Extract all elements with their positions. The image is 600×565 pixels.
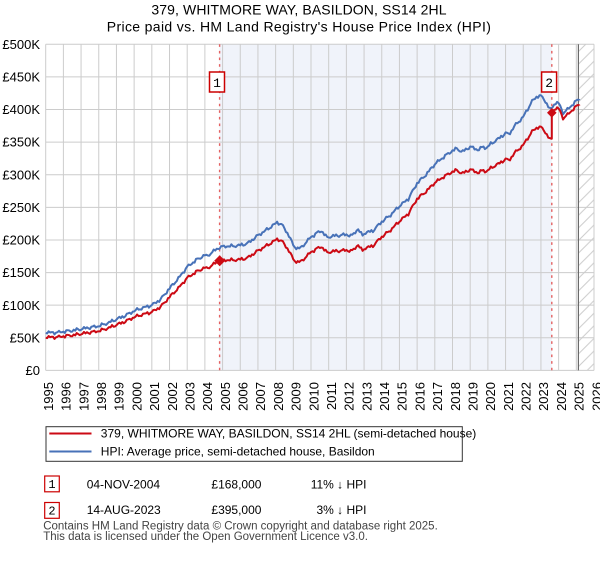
svg-text:Contains HM Land Registry data: Contains HM Land Registry data © Crown c… xyxy=(43,521,438,533)
svg-text:£350K: £350K xyxy=(2,135,40,150)
svg-text:1996: 1996 xyxy=(59,382,74,411)
svg-text:2022: 2022 xyxy=(519,382,534,411)
svg-text:£300K: £300K xyxy=(2,167,40,182)
svg-text:2010: 2010 xyxy=(306,382,321,411)
svg-text:379, WHITMORE WAY, BASILDON, S: 379, WHITMORE WAY, BASILDON, SS14 2HL xyxy=(151,2,446,18)
svg-text:2003: 2003 xyxy=(182,382,197,411)
svg-text:£168,000: £168,000 xyxy=(211,477,261,491)
svg-text:379, WHITMORE WAY, BASILDON, S: 379, WHITMORE WAY, BASILDON, SS14 2HL (s… xyxy=(101,427,476,441)
svg-text:2024: 2024 xyxy=(554,382,569,411)
svg-text:2008: 2008 xyxy=(271,382,286,411)
svg-text:2016: 2016 xyxy=(412,382,427,411)
svg-text:£500K: £500K xyxy=(2,37,40,52)
svg-text:14-AUG-2023: 14-AUG-2023 xyxy=(87,503,161,517)
svg-text:1998: 1998 xyxy=(94,382,109,411)
svg-text:2014: 2014 xyxy=(377,382,392,411)
svg-text:1997: 1997 xyxy=(76,382,91,411)
svg-text:2004: 2004 xyxy=(200,382,215,411)
svg-text:2012: 2012 xyxy=(342,382,357,411)
svg-text:£50K: £50K xyxy=(10,330,41,345)
svg-text:2002: 2002 xyxy=(165,382,180,411)
svg-text:1: 1 xyxy=(48,478,55,492)
svg-text:2025: 2025 xyxy=(572,382,587,411)
svg-text:11% ↓ HPI: 11% ↓ HPI xyxy=(311,477,367,491)
svg-text:2000: 2000 xyxy=(129,382,144,411)
svg-text:2005: 2005 xyxy=(218,382,233,411)
svg-text:1: 1 xyxy=(213,76,221,91)
svg-text:2011: 2011 xyxy=(324,382,339,410)
svg-text:2023: 2023 xyxy=(536,382,551,411)
svg-text:3% ↓ HPI: 3% ↓ HPI xyxy=(316,503,366,517)
svg-text:2017: 2017 xyxy=(430,382,445,411)
svg-text:2026: 2026 xyxy=(589,382,600,411)
svg-text:2015: 2015 xyxy=(395,382,410,411)
svg-text:This data is licensed under th: This data is licensed under the Open Gov… xyxy=(43,531,368,543)
svg-text:2021: 2021 xyxy=(501,382,516,411)
svg-text:2019: 2019 xyxy=(466,382,481,411)
svg-text:£450K: £450K xyxy=(2,70,40,85)
svg-text:1995: 1995 xyxy=(41,382,56,411)
svg-text:1999: 1999 xyxy=(112,382,127,411)
svg-text:2013: 2013 xyxy=(359,382,374,411)
svg-text:£395,000: £395,000 xyxy=(211,503,261,517)
svg-text:£100K: £100K xyxy=(2,298,40,313)
svg-text:HPI: Average price, semi-detac: HPI: Average price, semi-detached house,… xyxy=(101,445,375,459)
svg-text:£250K: £250K xyxy=(2,200,40,215)
svg-text:£200K: £200K xyxy=(2,233,40,248)
svg-text:2018: 2018 xyxy=(448,382,463,411)
svg-text:04-NOV-2004: 04-NOV-2004 xyxy=(87,477,161,491)
svg-text:£400K: £400K xyxy=(2,102,40,117)
svg-text:£0: £0 xyxy=(26,363,40,378)
svg-text:2006: 2006 xyxy=(236,382,251,411)
svg-text:2009: 2009 xyxy=(289,382,304,411)
svg-text:2: 2 xyxy=(545,76,553,91)
svg-text:2001: 2001 xyxy=(147,382,162,411)
svg-text:2020: 2020 xyxy=(483,382,498,411)
svg-text:Price paid vs. HM Land Registr: Price paid vs. HM Land Registry's House … xyxy=(107,19,491,35)
svg-text:£150K: £150K xyxy=(2,265,40,280)
svg-text:2: 2 xyxy=(48,505,55,519)
svg-text:2007: 2007 xyxy=(253,382,268,411)
